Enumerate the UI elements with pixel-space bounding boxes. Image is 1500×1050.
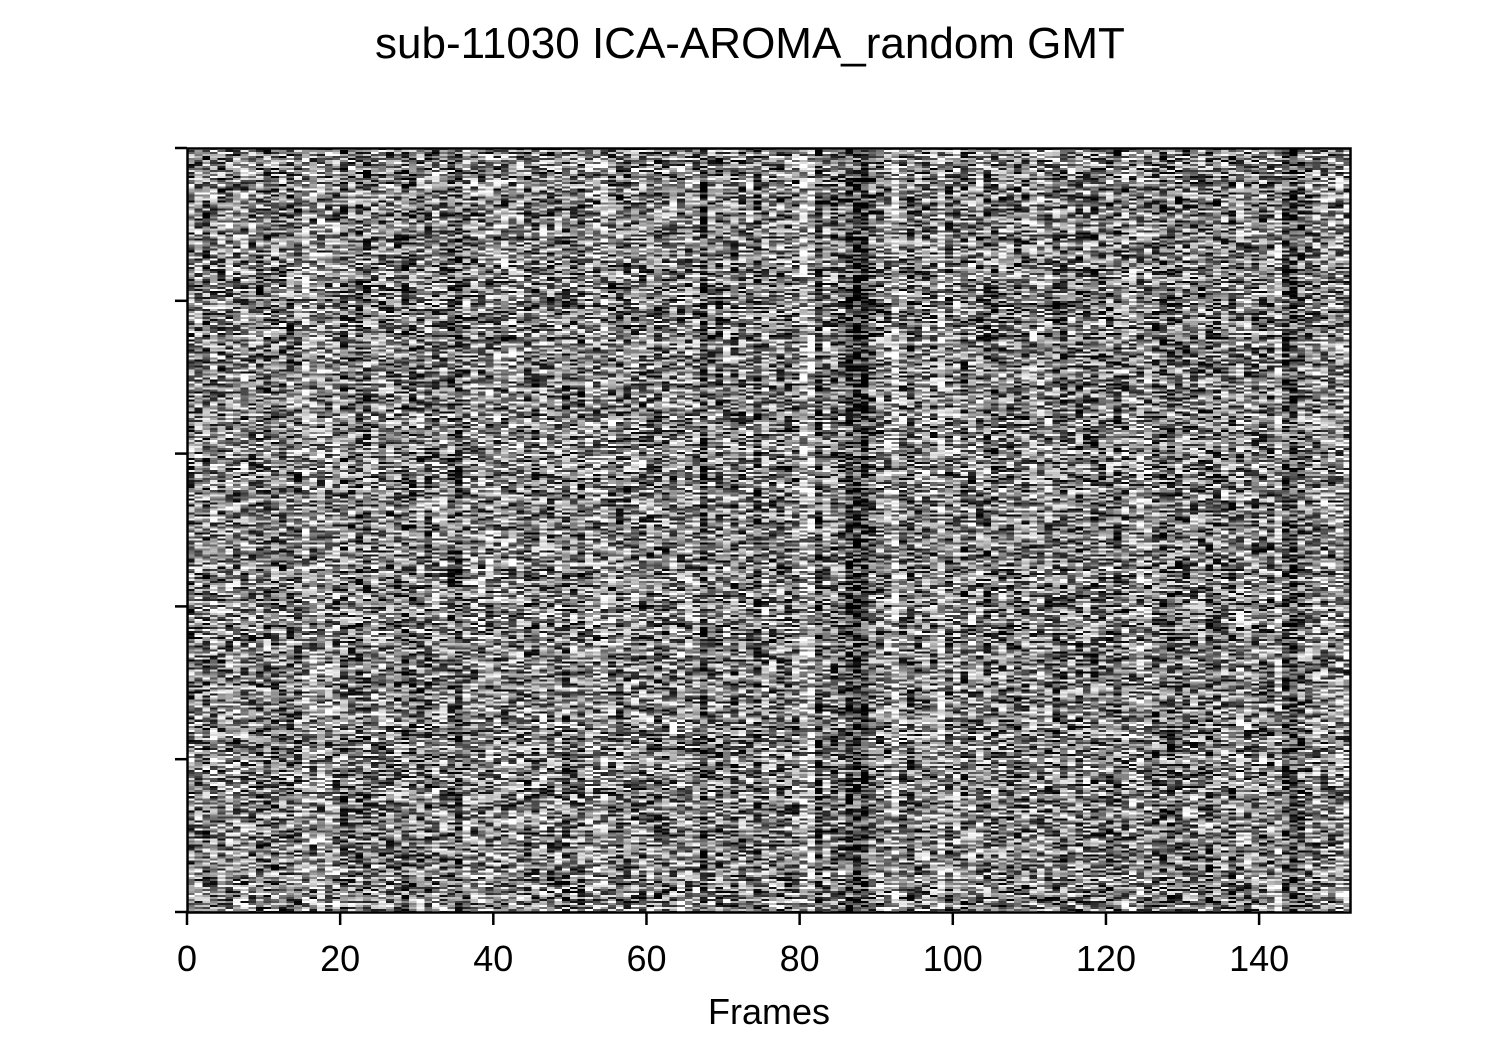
x-axis-label: Frames [707,991,830,1032]
x-tick-label: 140 [1229,938,1289,979]
x-axis: 0 20 40 60 80 100 120 140 [177,913,1289,979]
x-tick-label: 80 [780,938,820,979]
x-tick-label: 40 [473,938,513,979]
plot-frame [186,147,1352,914]
x-tick-label: 0 [177,938,197,979]
y-axis [175,146,187,914]
heatmap [187,148,1351,913]
x-tick-label: 20 [320,938,360,979]
chart-title: sub-11030 ICA-AROMA_random GMT [375,19,1125,68]
x-tick-label: 100 [923,938,983,979]
x-tick-label: 120 [1076,938,1136,979]
heatmap-image [187,148,1351,913]
x-tick-label: 60 [626,938,666,979]
